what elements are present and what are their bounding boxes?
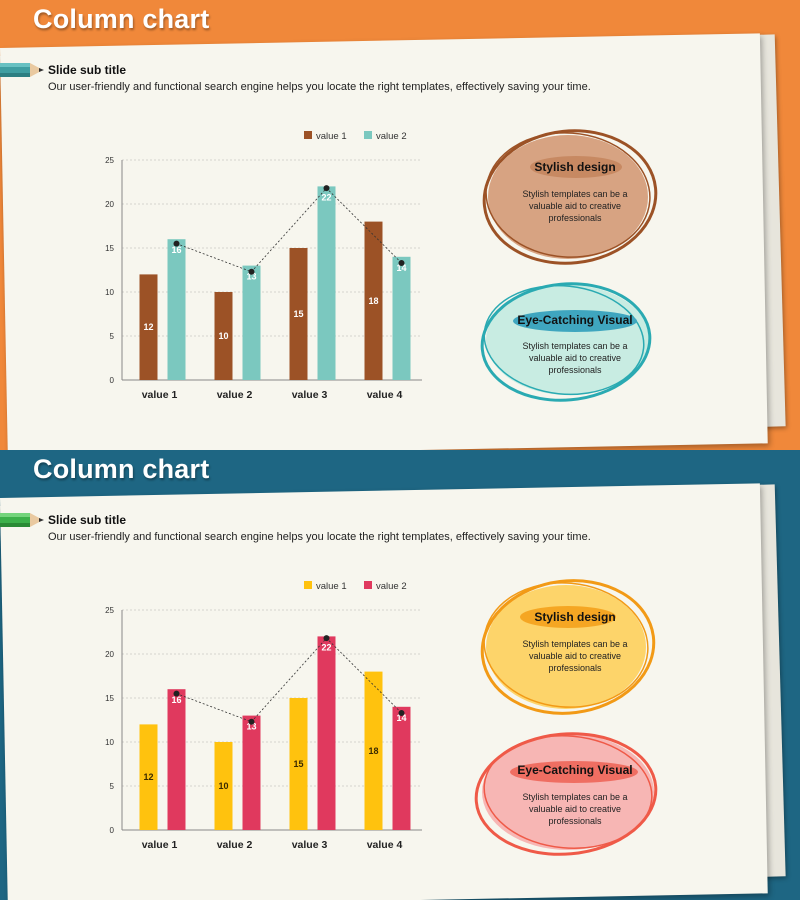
- bar: [242, 715, 261, 830]
- trend-point: [398, 709, 405, 716]
- data-label: 18: [368, 746, 378, 756]
- slide-description: Our user-friendly and functional search …: [48, 81, 591, 93]
- slide-subtitle: Slide sub title: [48, 513, 127, 527]
- bar: [214, 292, 233, 380]
- y-tick-label: 25: [105, 156, 114, 165]
- y-tick-label: 5: [110, 782, 115, 791]
- legend-swatch: [364, 131, 372, 139]
- card-blob-shape: [480, 282, 652, 402]
- data-label: 10: [218, 331, 228, 341]
- column-chart: value 1 value 2 0 5 10 15 20 25 12 16 value 1 10 13 v…: [105, 131, 422, 401]
- data-label: 16: [171, 695, 181, 705]
- legend-swatch: [304, 581, 312, 589]
- y-tick-label: 20: [105, 650, 114, 659]
- legend-label: value 2: [376, 581, 407, 592]
- data-label: 15: [293, 759, 303, 769]
- card-heading: Eye-Catching Visual: [517, 763, 633, 777]
- card-eye-catching-visual: Eye-Catching Visual Stylish templates ca…: [470, 730, 680, 900]
- data-label: 14: [396, 713, 406, 723]
- card-text: Stylish templates can be a valuable aid …: [522, 341, 628, 375]
- x-tick-label: value 2: [217, 839, 253, 851]
- pencil-icon: [0, 513, 44, 527]
- data-label: 14: [396, 263, 406, 273]
- x-tick-label: value 4: [367, 389, 403, 401]
- trend-point: [248, 718, 255, 725]
- bar: [167, 689, 186, 830]
- x-tick-label: value 1: [142, 389, 178, 401]
- x-tick-label: value 3: [292, 839, 328, 851]
- card-stylish-design: Stylish design Stylish templates can be …: [470, 125, 680, 295]
- card-text: Stylish templates can be a valuable aid …: [522, 792, 628, 826]
- y-tick-label: 15: [105, 244, 114, 253]
- y-tick-label: 5: [110, 332, 115, 341]
- slide-title: Column chart: [33, 4, 210, 34]
- legend-label: value 1: [316, 131, 347, 142]
- trend-point: [398, 259, 405, 266]
- y-tick-label: 25: [105, 606, 114, 615]
- legend-label: value 1: [316, 581, 347, 592]
- x-tick-label: value 3: [292, 389, 328, 401]
- card-stylish-design: Stylish design Stylish templates can be …: [470, 575, 680, 745]
- y-tick-label: 15: [105, 694, 114, 703]
- bar: [317, 186, 336, 380]
- data-label: 22: [321, 642, 331, 652]
- bar: [289, 248, 308, 380]
- card-text: Stylish templates can be a valuable aid …: [522, 189, 628, 223]
- data-label: 13: [246, 722, 256, 732]
- trend-point: [323, 185, 330, 192]
- bar: [317, 636, 336, 830]
- bar: [167, 239, 186, 380]
- column-chart: value 1 value 2 0 5 10 15 20 25 12 16 value 1 10 13 v…: [105, 581, 422, 851]
- data-label: 22: [321, 192, 331, 202]
- trend-line: [176, 637, 402, 723]
- slide-subtitle: Slide sub title: [48, 63, 127, 77]
- y-tick-label: 20: [105, 200, 114, 209]
- card-eye-catching-visual: Eye-Catching Visual Stylish templates ca…: [470, 280, 680, 450]
- bar: [392, 706, 411, 830]
- x-tick-label: value 2: [217, 389, 253, 401]
- trend-point: [248, 268, 255, 275]
- legend-swatch: [364, 581, 372, 589]
- legend-swatch: [304, 131, 312, 139]
- trend-point: [173, 240, 180, 247]
- trend-point: [323, 635, 330, 642]
- data-label: 13: [246, 272, 256, 282]
- slide-description: Our user-friendly and functional search …: [48, 531, 591, 543]
- bar: [364, 221, 383, 380]
- card-blob-shape: [482, 129, 658, 265]
- data-label: 12: [143, 322, 153, 332]
- y-tick-label: 10: [105, 738, 114, 747]
- slide-title: Column chart: [33, 454, 210, 484]
- slide-1: Column chart Slide sub title Our user-fr…: [0, 0, 800, 450]
- data-label: 18: [368, 296, 378, 306]
- trend-line: [176, 187, 402, 273]
- data-label: 10: [218, 781, 228, 791]
- y-tick-label: 0: [110, 826, 115, 835]
- data-label: 16: [171, 245, 181, 255]
- card-blob-shape: [474, 732, 658, 856]
- card-blob-shape: [480, 579, 656, 715]
- bar: [242, 265, 261, 380]
- bar: [139, 724, 158, 830]
- data-label: 12: [143, 772, 153, 782]
- card-heading: Eye-Catching Visual: [517, 313, 633, 327]
- card-heading: Stylish design: [534, 610, 616, 624]
- trend-point: [173, 690, 180, 697]
- x-tick-label: value 1: [142, 839, 178, 851]
- bar: [392, 256, 411, 380]
- card-text: Stylish templates can be a valuable aid …: [522, 639, 628, 673]
- pencil-icon: [0, 63, 44, 77]
- bar: [289, 698, 308, 830]
- bar: [139, 274, 158, 380]
- data-label: 15: [293, 309, 303, 319]
- y-tick-label: 10: [105, 288, 114, 297]
- card-heading: Stylish design: [534, 160, 616, 174]
- y-tick-label: 0: [110, 376, 115, 385]
- slide-2: Column chart Slide sub title Our user-fr…: [0, 450, 800, 900]
- bar: [364, 671, 383, 830]
- legend-label: value 2: [376, 131, 407, 142]
- bar: [214, 742, 233, 830]
- x-tick-label: value 4: [367, 839, 403, 851]
